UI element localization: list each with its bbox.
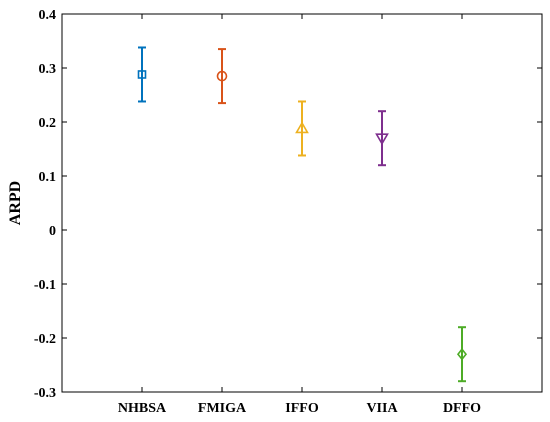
y-tick-label: -0.1 (34, 278, 56, 293)
y-tick-label: 0.3 (39, 62, 57, 77)
y-axis: -0.3 -0.2 -0.1 0 0.1 0.2 0.3 0.4 (34, 8, 542, 401)
y-tick-label: -0.2 (34, 332, 56, 347)
plot-area (61, 13, 543, 393)
y-tick-label: -0.3 (34, 386, 56, 401)
marker-triangle-down (375, 133, 389, 146)
marker-square (137, 70, 147, 79)
x-axis: NHBSA FMIGA IFFO VIIA DFFO (118, 14, 481, 416)
y-tick-label: 0.1 (39, 170, 57, 185)
y-tick-label: 0.4 (39, 8, 57, 23)
errorbar-fmiga (216, 48, 228, 105)
errorbar-viia (375, 110, 389, 167)
y-tick-label: 0.2 (39, 116, 57, 131)
marker-diamond (456, 347, 468, 361)
x-tick-label: DFFO (443, 401, 481, 416)
marker-triangle-up (295, 121, 309, 134)
errorbar-nhbsa (137, 46, 147, 103)
errorbar-dffo (456, 326, 468, 383)
x-tick-label: NHBSA (118, 401, 167, 416)
y-tick-label: 0 (49, 224, 56, 239)
x-tick-label: FMIGA (198, 401, 247, 416)
data-series (137, 46, 468, 383)
x-tick-label: VIIA (366, 401, 398, 416)
x-tick-label: IFFO (285, 401, 319, 416)
y-axis-title: ARPD (7, 181, 24, 225)
errorbar-iffo (295, 100, 309, 157)
marker-circle (216, 70, 228, 82)
